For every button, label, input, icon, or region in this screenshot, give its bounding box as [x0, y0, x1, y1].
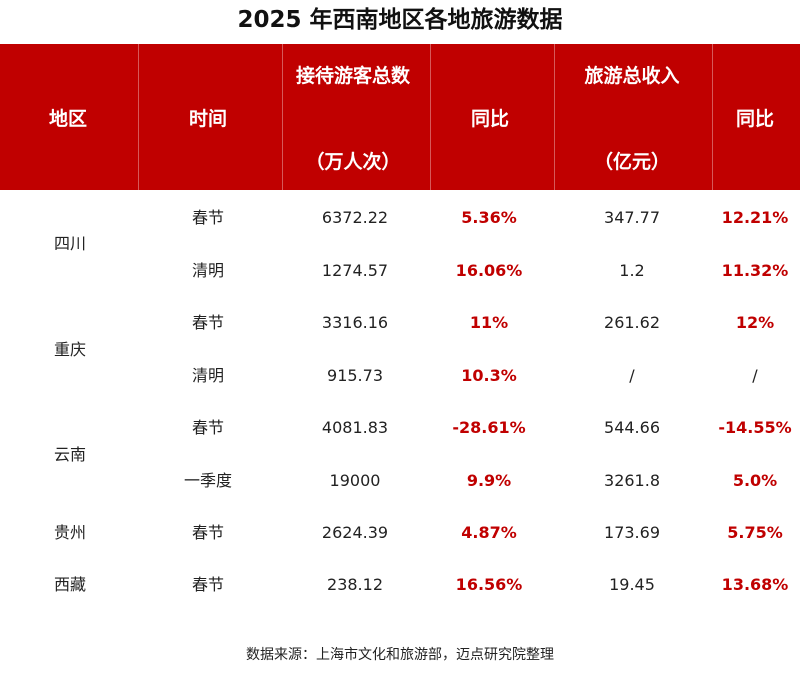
header-visitors-yoy: 同比 — [470, 108, 510, 130]
cell-period: 春节 — [191, 523, 225, 542]
cell-period: 一季度 — [183, 471, 233, 490]
cell-visitors-yoy: 11% — [469, 313, 509, 332]
region-label: 四川 — [53, 234, 87, 253]
header-revenue-yoy: 同比 — [735, 108, 775, 130]
cell-revenue: 347.77 — [604, 208, 660, 227]
cell-revenue: 544.66 — [604, 418, 660, 437]
cell-visitors: 238.12 — [327, 575, 383, 594]
cell-visitors: 3316.16 — [321, 313, 389, 332]
cell-revenue: 3261.8 — [604, 471, 660, 490]
cell-visitors-yoy: 10.3% — [461, 366, 517, 385]
cell-visitors-yoy: 4.87% — [461, 523, 517, 542]
cell-visitors-yoy: 16.56% — [455, 575, 523, 594]
region-label: 贵州 — [53, 523, 87, 542]
region-label: 重庆 — [53, 340, 87, 359]
header-visitors-unit: （万人次） — [305, 151, 401, 173]
data-source-note: 数据来源：上海市文化和旅游部，迈点研究院整理 — [246, 647, 554, 663]
header-divider — [138, 44, 139, 190]
cell-period: 清明 — [191, 261, 225, 280]
cell-visitors: 19000 — [329, 471, 381, 490]
cell-revenue: 173.69 — [604, 523, 660, 542]
cell-revenue-yoy: 5.75% — [727, 523, 783, 542]
cell-visitors-yoy: -28.61% — [452, 418, 526, 437]
header-period: 时间 — [188, 108, 228, 130]
cell-visitors: 4081.83 — [321, 418, 389, 437]
cell-visitors: 2624.39 — [321, 523, 389, 542]
cell-visitors: 6372.22 — [321, 208, 389, 227]
header-divider — [430, 44, 431, 190]
cell-period: 春节 — [191, 418, 225, 437]
header-divider — [554, 44, 555, 190]
header-visitors: 接待游客总数 — [295, 65, 411, 87]
region-label: 西藏 — [53, 575, 87, 594]
header-region: 地区 — [48, 108, 88, 130]
cell-revenue-yoy: 5.0% — [732, 471, 778, 490]
cell-visitors-yoy: 16.06% — [455, 261, 523, 280]
cell-revenue: 261.62 — [604, 313, 660, 332]
table-header — [0, 44, 800, 190]
header-revenue-unit: （亿元） — [593, 151, 671, 173]
cell-period: 春节 — [191, 313, 225, 332]
cell-period: 春节 — [191, 575, 225, 594]
cell-revenue: 19.45 — [609, 575, 655, 594]
header-divider — [282, 44, 283, 190]
page-title: 2025 年西南地区各地旅游数据 — [237, 7, 563, 33]
cell-visitors-yoy: 9.9% — [466, 471, 512, 490]
cell-visitors: 1274.57 — [321, 261, 389, 280]
cell-revenue-yoy: / — [752, 366, 758, 385]
cell-revenue: 1.2 — [619, 261, 645, 280]
cell-period: 春节 — [191, 208, 225, 227]
cell-revenue-yoy: 13.68% — [721, 575, 789, 594]
cell-period: 清明 — [191, 366, 225, 385]
header-divider — [712, 44, 713, 190]
cell-revenue-yoy: -14.55% — [718, 418, 792, 437]
cell-visitors-yoy: 5.36% — [461, 208, 517, 227]
cell-visitors: 915.73 — [327, 366, 383, 385]
cell-revenue-yoy: 11.32% — [721, 261, 789, 280]
cell-revenue-yoy: 12% — [735, 313, 775, 332]
region-label: 云南 — [53, 445, 87, 464]
cell-revenue-yoy: 12.21% — [721, 208, 789, 227]
header-revenue: 旅游总收入 — [584, 65, 680, 87]
cell-revenue: / — [629, 366, 635, 385]
